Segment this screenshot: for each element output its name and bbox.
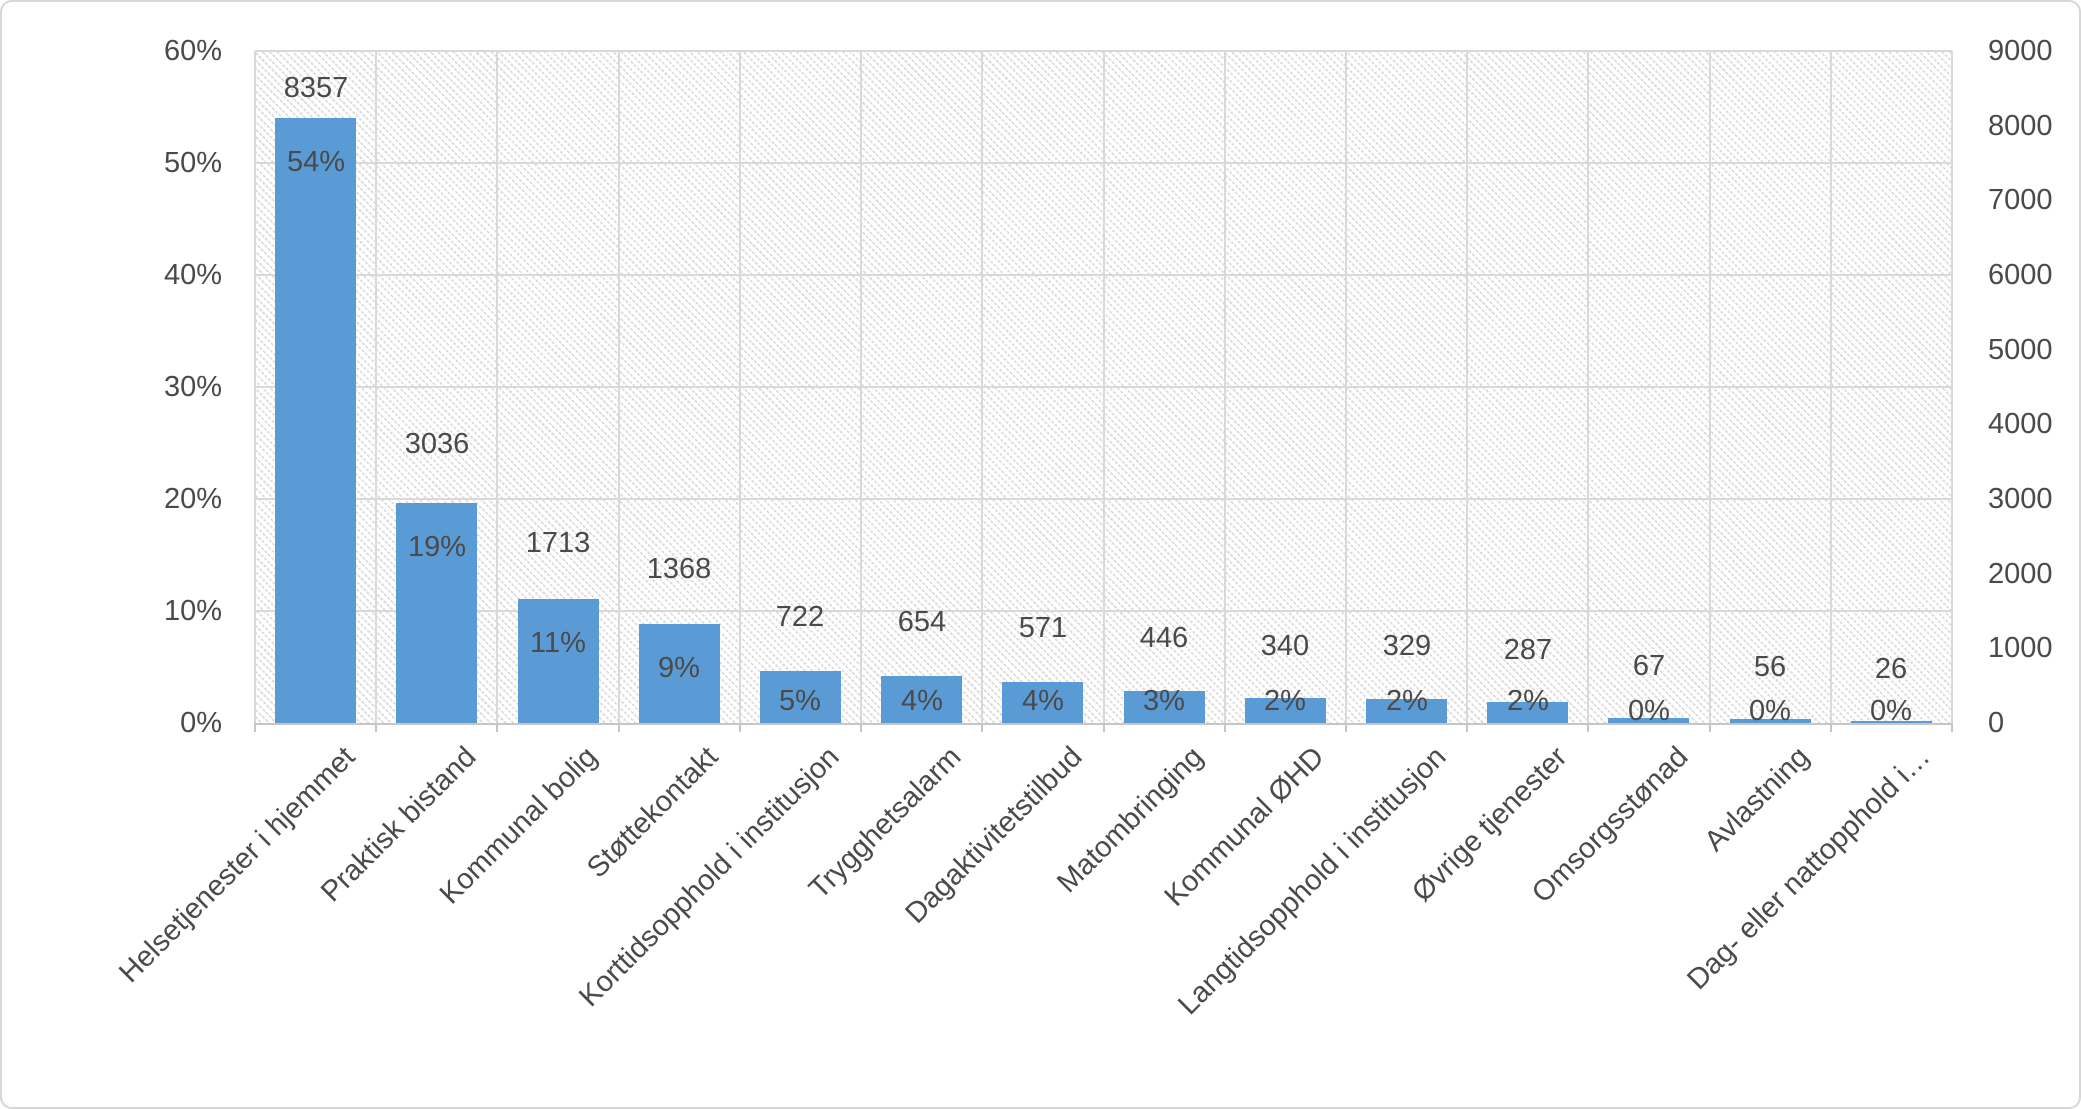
x-axis-tick — [1102, 723, 1105, 732]
v-gridline — [1708, 51, 1711, 723]
bar — [1002, 682, 1083, 723]
right-axis-tick-label: 8000 — [1988, 110, 2053, 142]
v-gridline — [981, 51, 984, 723]
right-axis-tick-label: 0 — [1988, 707, 2005, 739]
v-gridline — [860, 51, 863, 723]
bar — [1851, 721, 1932, 723]
x-axis-tick — [254, 723, 256, 732]
value-label: 287 — [1503, 634, 1553, 666]
bar — [1124, 691, 1205, 723]
right-axis-tick-label: 2000 — [1988, 558, 2053, 590]
bar — [518, 599, 599, 723]
percent-label: 0% — [1749, 695, 1791, 727]
percent-label: 4% — [1022, 685, 1064, 717]
bar — [396, 503, 477, 723]
x-axis-tick — [1951, 723, 1953, 732]
percent-label: 2% — [1507, 685, 1549, 717]
v-gridline — [1466, 51, 1469, 723]
x-axis-tick — [375, 723, 378, 732]
v-gridline — [496, 51, 499, 723]
v-gridline — [375, 51, 378, 723]
right-axis-tick-label: 1000 — [1988, 632, 2053, 664]
value-label: 446 — [1139, 622, 1189, 654]
right-axis-tick-label: 5000 — [1988, 334, 2053, 366]
left-axis-tick-label: 10% — [163, 595, 222, 627]
left-axis-tick-label: 50% — [163, 147, 222, 179]
x-axis-tick — [981, 723, 984, 732]
bar — [1245, 698, 1326, 723]
x-axis-tick — [1708, 723, 1711, 732]
right-axis-tick-label: 7000 — [1988, 184, 2053, 216]
bar — [1487, 702, 1568, 723]
percent-label: 0% — [1870, 695, 1912, 727]
right-axis-tick-label: 4000 — [1988, 408, 2053, 440]
value-label: 722 — [775, 601, 825, 633]
value-label: 329 — [1382, 630, 1432, 662]
v-gridline — [1102, 51, 1105, 723]
percent-label: 54% — [286, 146, 346, 178]
bar — [881, 676, 962, 723]
v-gridline — [1223, 51, 1226, 723]
bar — [1366, 699, 1447, 723]
x-axis-tick — [496, 723, 499, 732]
value-label: 654 — [897, 606, 947, 638]
value-label: 340 — [1260, 630, 1310, 662]
right-axis-tick-label: 3000 — [1988, 483, 2053, 515]
bar — [275, 118, 356, 723]
value-label: 3036 — [404, 428, 470, 460]
value-label: 56 — [1753, 651, 1787, 683]
x-axis-tick — [617, 723, 620, 732]
bar — [760, 671, 841, 723]
value-label: 1713 — [525, 527, 591, 559]
value-label: 571 — [1018, 612, 1068, 644]
bar — [1730, 719, 1811, 723]
left-axis-tick-label: 20% — [163, 483, 222, 515]
left-axis-tick-label: 60% — [163, 35, 222, 67]
v-gridline — [1344, 51, 1347, 723]
bar — [1608, 718, 1689, 723]
v-gridline — [1951, 51, 1953, 723]
right-axis-tick-label: 6000 — [1988, 259, 2053, 291]
left-axis-tick-label: 30% — [163, 371, 222, 403]
x-axis-tick — [1587, 723, 1590, 732]
v-gridline — [1829, 51, 1832, 723]
percent-label: 5% — [779, 685, 821, 717]
v-gridline — [1587, 51, 1590, 723]
x-axis-tick — [1223, 723, 1226, 732]
x-axis-tick — [1466, 723, 1469, 732]
value-label: 8357 — [283, 72, 349, 104]
left-axis-tick-label: 40% — [163, 259, 222, 291]
x-axis-tick — [1829, 723, 1832, 732]
v-gridline — [617, 51, 620, 723]
x-axis-tick — [738, 723, 741, 732]
v-gridline — [254, 51, 256, 723]
percent-label: 11% — [530, 627, 586, 659]
value-label: 1368 — [646, 553, 712, 585]
x-axis-tick — [860, 723, 863, 732]
percent-label: 4% — [901, 685, 943, 717]
percent-label: 2% — [1386, 685, 1428, 717]
v-gridline — [738, 51, 741, 723]
right-axis-tick-label: 9000 — [1988, 35, 2053, 67]
bar — [639, 624, 720, 723]
percent-label: 3% — [1143, 685, 1185, 717]
value-label: 26 — [1874, 653, 1908, 685]
percent-label: 2% — [1264, 685, 1306, 717]
left-axis-tick-label: 0% — [180, 707, 222, 739]
percent-label: 0% — [1628, 695, 1670, 727]
x-axis-tick — [1344, 723, 1347, 732]
percent-label: 9% — [658, 652, 700, 684]
percent-label: 19% — [407, 531, 467, 563]
value-label: 67 — [1632, 650, 1666, 682]
